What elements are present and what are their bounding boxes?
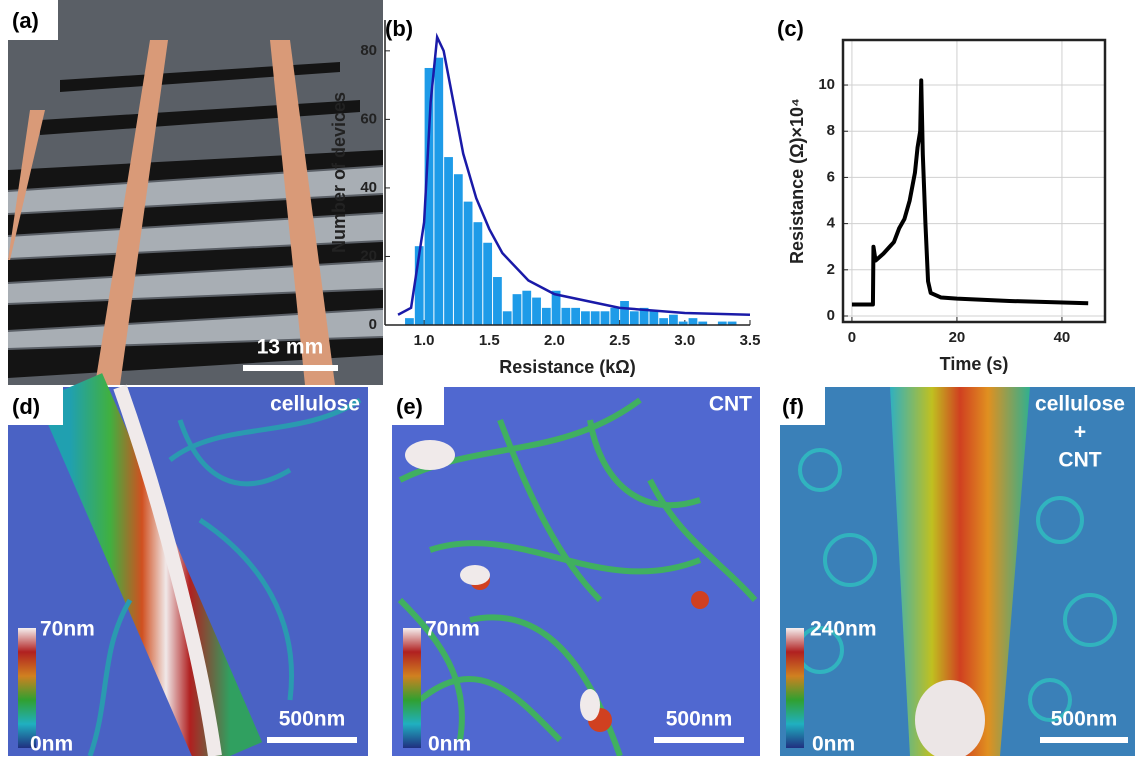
x-tick-label: 3.5 [740,332,761,349]
scale-label: 500nm [1051,708,1118,731]
bar [444,157,453,325]
afm-panel: (f) cellulose + CNT 240nm 0nm 500nm [780,387,1135,756]
x-tick-label: 20 [949,329,966,346]
bar [532,298,541,325]
bar [405,318,414,325]
bar [503,311,512,325]
material-label: CNT [1058,449,1101,472]
scale-bar [243,365,338,371]
bar [610,308,619,325]
y-tick-label: 8 [827,122,835,139]
bar [601,311,610,325]
bar [522,291,531,325]
material-label: CNT [709,393,752,416]
bar [542,308,551,325]
x-tick-label: 2.0 [544,332,565,349]
bar [434,58,443,325]
bar [630,311,639,325]
bar [473,222,482,325]
panel-label: (d) [12,394,40,419]
bar [659,318,668,325]
y-tick-label: 80 [360,42,377,59]
y-tick-label: 40 [360,179,377,196]
x-tick-label: 0 [848,329,856,346]
panel-label: (a) [12,8,39,33]
material-label: cellulose [270,393,360,416]
bar [513,294,522,325]
colorbar-min: 0nm [812,733,855,756]
bar [483,243,492,325]
scale-label: 13 mm [257,336,324,359]
y-tick-label: 0 [369,316,377,333]
y-axis-label: Number of devices [329,92,349,253]
material-label: + [1074,421,1086,444]
colorbar-max: 70nm [40,618,95,641]
bar [689,318,698,325]
x-tick-label: 40 [1054,329,1071,346]
panel-label: (e) [396,394,423,419]
x-tick-label: 1.0 [414,332,435,349]
colorbar-min: 0nm [428,733,471,756]
y-axis-label: Resistance (Ω)×10⁴ [787,98,807,264]
y-tick-label: 10 [818,76,835,93]
panel-label: (c) [777,16,804,41]
bar [620,301,629,325]
material-label: cellulose [1035,393,1125,416]
afm-panel: (e) CNT 70nm 0nm 500nm [392,387,760,756]
line [852,80,1088,304]
bar [464,202,473,325]
bar [649,311,658,325]
y-tick-label: 0 [827,307,835,324]
bar [454,174,463,325]
y-tick-label: 60 [360,110,377,127]
bar [591,311,600,325]
bar [561,308,570,325]
scale-label: 500nm [279,708,346,731]
figure: (a) 13 mm (d) cellulose 70nm 0nm 500nm (… [0,0,1135,756]
bar [493,277,502,325]
y-tick-label: 6 [827,168,835,185]
y-tick-label: 4 [827,215,836,232]
colorbar-min: 0nm [30,733,73,756]
x-tick-label: 1.5 [479,332,500,349]
photo-panel: (a) 13 mm [8,0,383,385]
x-axis-label: Time (s) [940,354,1009,374]
colorbar-max: 70nm [425,618,480,641]
y-tick-label: 2 [827,261,835,278]
panel-label: (b) [385,16,413,41]
bar [581,311,590,325]
x-tick-label: 2.5 [609,332,630,349]
colorbar-max: 240nm [810,618,877,641]
bar [571,308,580,325]
afm-panel: (d) cellulose 70nm 0nm 500nm [8,387,368,756]
y-tick-label: 20 [360,247,377,264]
x-tick-label: 3.0 [674,332,695,349]
panel-label: (f) [782,394,804,419]
x-axis-label: Resistance (kΩ) [499,357,636,377]
axes-frame [843,40,1105,322]
scale-label: 500nm [666,708,733,731]
bar [669,315,678,325]
